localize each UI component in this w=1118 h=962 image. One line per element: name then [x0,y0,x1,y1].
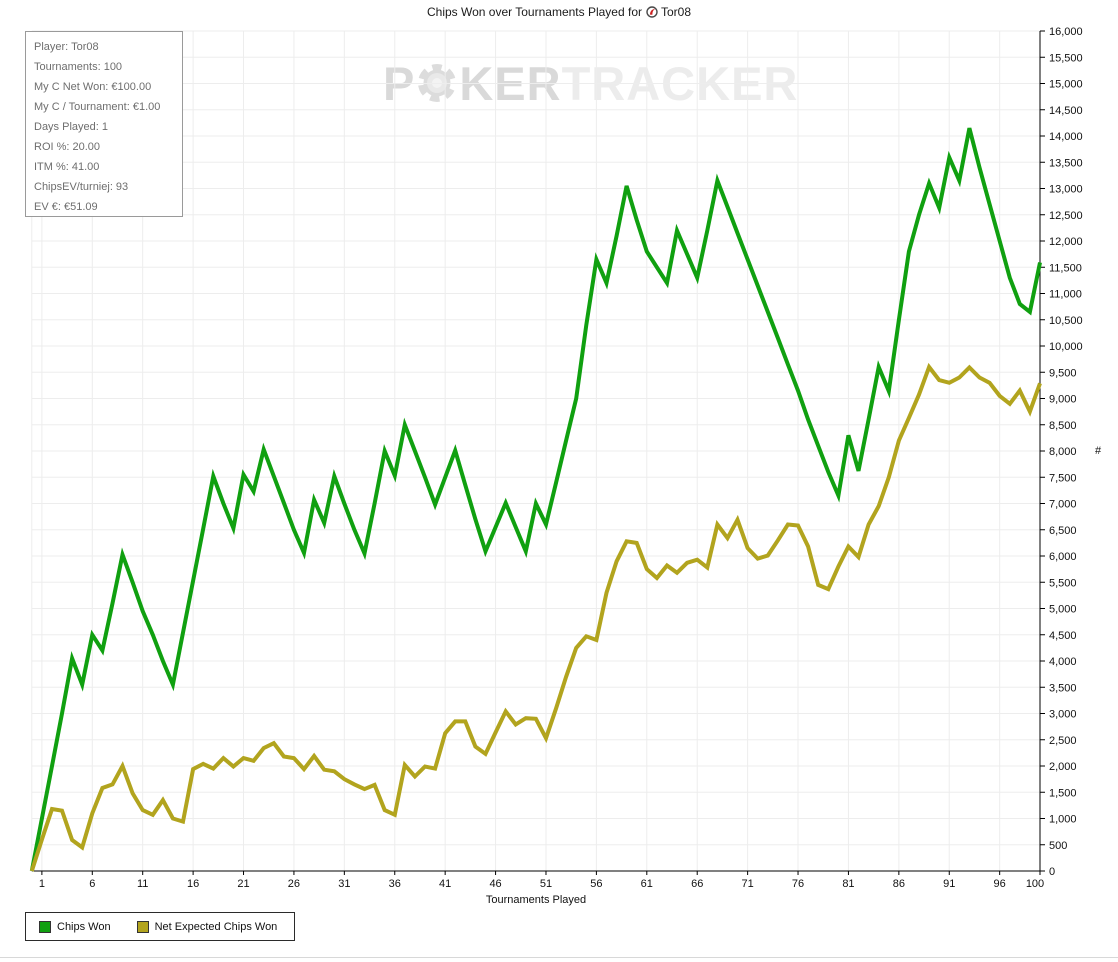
svg-text:11,500: 11,500 [1049,262,1082,274]
svg-text:5,500: 5,500 [1049,577,1077,589]
svg-text:16: 16 [187,878,199,890]
svg-text:7,000: 7,000 [1049,499,1077,511]
chart-title-player: Tor08 [660,5,692,19]
svg-text:15,500: 15,500 [1049,52,1083,64]
svg-text:15,000: 15,000 [1049,79,1083,91]
svg-text:6,000: 6,000 [1049,551,1077,563]
stat-chips-ev: ChipsEV/turniej: 93 [34,181,129,193]
svg-text:7,500: 7,500 [1049,472,1077,484]
svg-text:9,500: 9,500 [1049,367,1077,379]
legend: Chips Won Net Expected Chips Won [25,912,295,941]
stats-tooltip: Player: Tor08 Tournaments: 100 My C Net … [25,31,183,217]
svg-text:2,000: 2,000 [1049,761,1077,773]
svg-text:6: 6 [89,878,95,890]
svg-text:10,500: 10,500 [1049,315,1083,327]
stat-roi: ROI %: 20.00 [34,141,101,153]
svg-text:1,000: 1,000 [1049,814,1077,826]
legend-swatch-chips-won [39,920,51,933]
svg-text:100: 100 [1026,878,1044,890]
svg-text:61: 61 [641,878,653,890]
svg-text:51: 51 [540,878,552,890]
svg-text:76: 76 [792,878,804,890]
svg-text:56: 56 [590,878,602,890]
svg-text:71: 71 [741,878,753,890]
legend-label-net-expected: Net Expected Chips Won [154,920,278,933]
svg-text:36: 36 [389,878,401,890]
svg-text:1: 1 [39,878,45,890]
svg-text:66: 66 [691,878,703,890]
legend-label-chips-won: Chips Won [57,920,111,933]
y-axis-title: # [1095,445,1102,457]
poker-site-icon [646,6,658,21]
svg-text:14,500: 14,500 [1049,105,1083,117]
svg-text:13,500: 13,500 [1049,157,1083,169]
svg-text:11,000: 11,000 [1049,289,1082,301]
svg-text:16,000: 16,000 [1049,26,1083,38]
svg-text:4,000: 4,000 [1049,656,1077,668]
svg-text:41: 41 [439,878,451,890]
stat-net-won: My C Net Won: €100.00 [34,81,152,93]
legend-item-chips-won: Chips Won [39,920,111,933]
svg-text:6,500: 6,500 [1049,525,1077,537]
svg-text:8,000: 8,000 [1049,446,1077,458]
stat-ev-euro: EV €: €51.09 [34,201,98,213]
legend-swatch-net-expected [136,920,149,933]
x-axis-title: Tournaments Played [485,894,587,906]
svg-text:91: 91 [943,878,955,890]
svg-text:81: 81 [842,878,854,890]
svg-text:5,000: 5,000 [1049,604,1077,616]
window-bottom-divider [0,957,1118,958]
stat-days-played: Days Played: 1 [34,121,108,133]
svg-text:500: 500 [1049,840,1067,852]
series-line-0 [29,127,1042,872]
svg-text:2,500: 2,500 [1049,735,1077,747]
svg-text:21: 21 [237,878,249,890]
svg-text:1,500: 1,500 [1049,787,1077,799]
svg-text:8,500: 8,500 [1049,420,1077,432]
chart-title-text: Chips Won over Tournaments Played for [426,5,642,19]
svg-text:4,500: 4,500 [1049,630,1077,642]
svg-text:31: 31 [338,878,350,890]
stat-itm: ITM %: 41.00 [34,161,100,173]
svg-text:3,000: 3,000 [1049,709,1077,721]
svg-text:96: 96 [994,878,1006,890]
svg-text:46: 46 [489,878,501,890]
svg-text:11: 11 [137,878,148,890]
svg-text:9,000: 9,000 [1049,394,1077,406]
svg-text:12,500: 12,500 [1049,210,1083,222]
svg-text:12,000: 12,000 [1049,236,1083,248]
svg-text:10,000: 10,000 [1049,341,1083,353]
svg-text:13,000: 13,000 [1049,184,1083,196]
chart-title: Chips Won over Tournaments Played for Tor… [0,5,1118,21]
legend-item-net-expected: Net Expected Chips Won [136,920,278,933]
stat-tournaments: Tournaments: 100 [34,61,123,73]
stat-player: Player: Tor08 [34,41,99,53]
svg-text:14,000: 14,000 [1049,131,1083,143]
svg-text:86: 86 [893,878,905,890]
svg-text:26: 26 [288,878,300,890]
svg-text:3,500: 3,500 [1049,682,1077,694]
series-line-1 [29,362,1042,872]
svg-text:0: 0 [1049,866,1055,878]
stat-per-tournament: My C / Tournament: €1.00 [34,101,161,113]
